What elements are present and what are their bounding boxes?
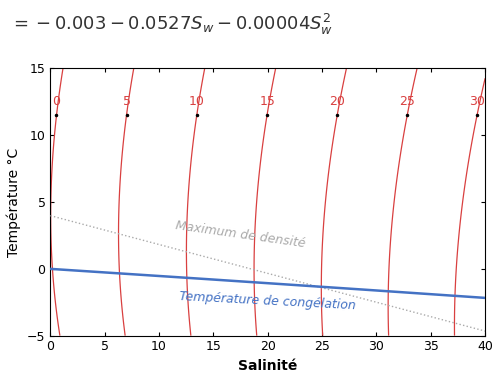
Text: 30: 30: [469, 95, 485, 108]
Text: Température de congélation: Température de congélation: [179, 290, 356, 312]
Text: 0: 0: [52, 95, 60, 108]
Text: Maximum de densité: Maximum de densité: [174, 219, 306, 250]
Text: 15: 15: [260, 95, 276, 108]
X-axis label: Salinité: Salinité: [238, 359, 298, 373]
Text: 25: 25: [400, 95, 415, 108]
Text: 5: 5: [122, 95, 130, 108]
Y-axis label: Température °C: Température °C: [7, 147, 22, 256]
Text: $= -0.003 - 0.0527S_w - 0.00004S_w^2$: $= -0.003 - 0.0527S_w - 0.00004S_w^2$: [10, 11, 334, 36]
Text: 20: 20: [329, 95, 345, 108]
Text: 10: 10: [189, 95, 205, 108]
